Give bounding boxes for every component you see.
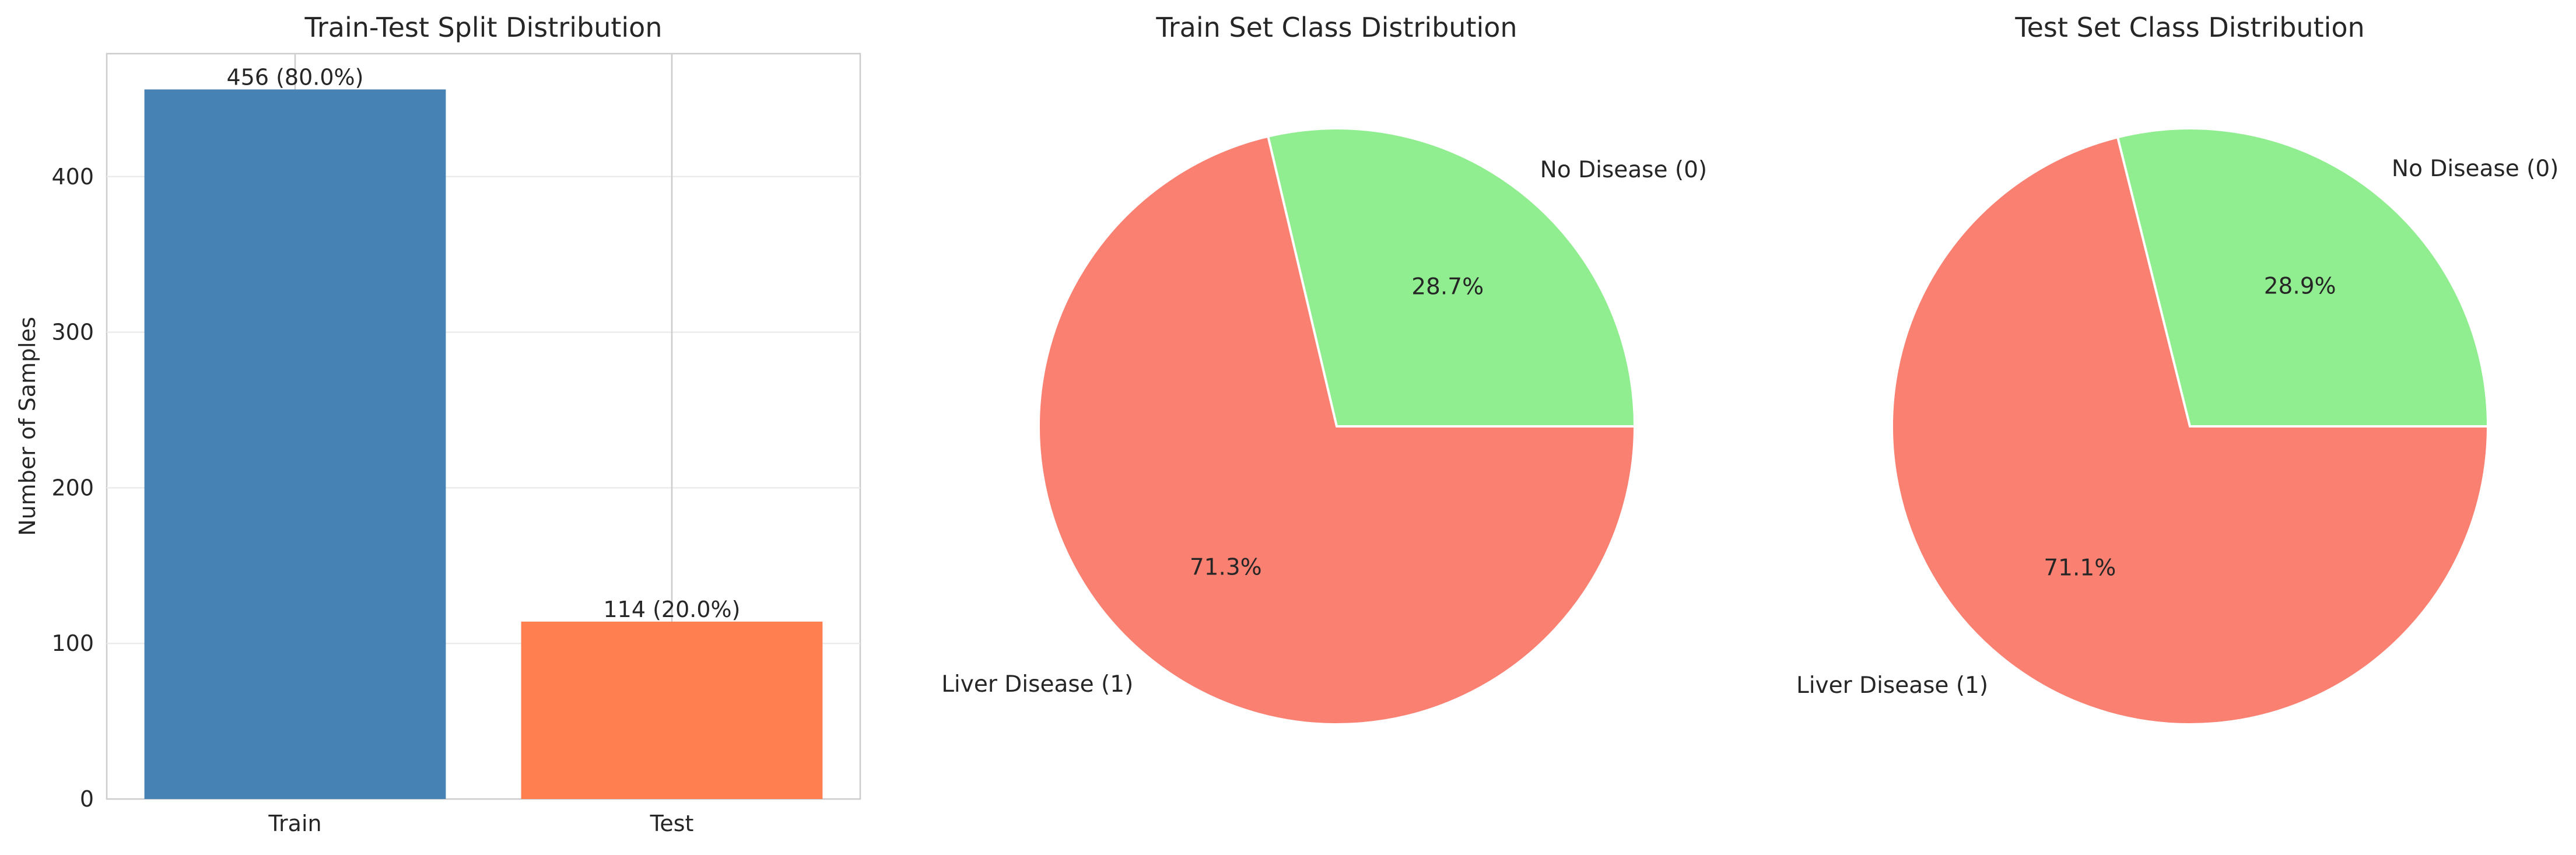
bar-y-tick-label: 100: [51, 630, 94, 656]
pie-slice-liver-disease-1: [1038, 135, 1636, 726]
pie-percent-label: 28.7%: [1411, 274, 1484, 300]
pie-slice-no-disease-0: [2116, 127, 2490, 428]
train-pie-title: Train Set Class Distribution: [1155, 12, 1517, 43]
pie-category-label: No Disease (0): [1540, 157, 1707, 183]
bar-train: [144, 89, 446, 799]
train-pie-labels: 28.7% No Disease (0) 71.3% Liver Disease (1…: [941, 157, 1707, 698]
test-pie-title: Test Set Class Distribution: [2014, 12, 2364, 43]
bar-y-axis-label: Number of Samples: [15, 317, 40, 536]
bar-y-tick-label: 200: [51, 475, 94, 500]
pie-category-label: Liver Disease (1): [1796, 672, 1988, 699]
bar-y-tick-label: 300: [51, 320, 94, 345]
pie-slice-no-disease-0: [1266, 127, 1636, 428]
bar-x-tick-label: Train: [268, 811, 321, 836]
pie-category-label: Liver Disease (1): [941, 671, 1133, 698]
pie-percent-label: 71.1%: [2044, 555, 2116, 581]
test-pie-labels: 28.9% No Disease (0) 71.1% Liver Disease (1…: [1796, 156, 2559, 699]
bar-x-tick-label: Test: [650, 811, 694, 836]
bar-y-tick-label: 0: [80, 786, 94, 812]
bar-chart-title: Train-Test Split Distribution: [304, 12, 663, 43]
bar-test: [521, 621, 823, 799]
bar-x-tick-labels: Train Test: [268, 811, 693, 836]
pie-percent-label: 71.3%: [1190, 554, 1262, 580]
pie-percent-label: 28.9%: [2264, 273, 2336, 299]
test-pie-slices: [1891, 127, 2490, 726]
bar-marks: [144, 89, 823, 799]
bar-data-label: 456 (80.0%): [227, 64, 364, 90]
test-pie-chart: Test Set Class Distribution 28.9% No Dise…: [1796, 12, 2559, 726]
pie-category-label: No Disease (0): [2392, 156, 2559, 182]
bar-chart: 0 100 200 300 400 Train Test 456 (80.0%) 114 (…: [15, 12, 861, 836]
bar-data-labels: 456 (80.0%) 114 (20.0%): [227, 64, 741, 622]
pie-slice-liver-disease-1: [1891, 135, 2490, 726]
bar-data-label: 114 (20.0%): [604, 597, 741, 622]
train-pie-chart: Train Set Class Distribution 28.7% No Dis…: [941, 12, 1707, 726]
train-pie-slices: [1038, 127, 1636, 726]
bar-y-tick-label: 400: [51, 164, 94, 190]
bar-y-tick-labels: 0 100 200 300 400: [51, 164, 94, 812]
